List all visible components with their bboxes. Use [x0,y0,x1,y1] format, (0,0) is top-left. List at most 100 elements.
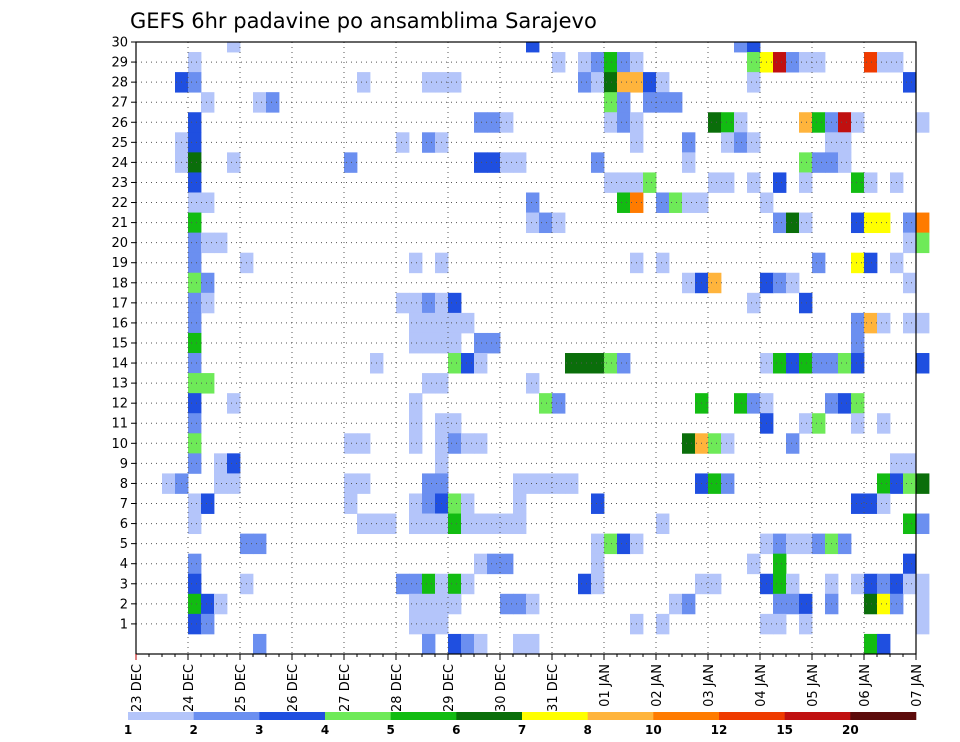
heatmap-cell [591,72,605,93]
legend-swatch [784,712,851,720]
heatmap-cell [188,613,202,635]
heatmap-cell [461,573,475,595]
heatmap-cell [227,42,241,53]
heatmap-cell [643,72,657,93]
heatmap-cell [708,473,722,494]
heatmap-cell [409,252,423,274]
heatmap-cell [786,212,800,234]
x-tick-label: 01 JAN [598,664,613,707]
heatmap-cell [357,513,371,535]
heatmap-cell [812,112,826,133]
legend-swatch [390,712,457,720]
heatmap-cell [747,72,761,93]
heatmap-cell [461,513,475,535]
heatmap-cell [448,513,462,535]
heatmap-cell [409,393,423,414]
heatmap-cell [877,493,891,514]
legend-swatch [325,712,391,720]
heatmap-cell [422,292,436,314]
heatmap-cell [721,132,735,153]
heatmap-cell [851,172,865,193]
heatmap-cell [591,553,605,575]
heatmap-cell [708,112,722,133]
legend-label: 15 [776,723,793,737]
heatmap-cell [864,52,878,73]
heatmap-cell [461,633,475,655]
y-tick-label: 25 [111,136,128,151]
heatmap-cell [773,52,787,73]
heatmap-cell [916,593,930,615]
legend-label: 10 [645,723,662,737]
heatmap-cell [682,132,696,153]
heatmap-cell [799,593,813,615]
heatmap-cell [864,493,878,514]
heatmap-cell [812,413,826,434]
heatmap-cell [877,212,891,234]
y-tick-label: 22 [111,196,128,211]
heatmap-cell [773,272,787,294]
heatmap-cell [799,212,813,234]
heatmap-cell [201,613,215,635]
heatmap-cell [344,152,358,173]
heatmap-cell [461,312,475,334]
y-tick-label: 20 [111,236,128,251]
y-tick-label: 21 [111,216,128,231]
heatmap-cell [591,353,605,374]
y-tick-label: 11 [111,417,128,432]
heatmap-cell [396,292,410,314]
heatmap-cell [786,52,800,73]
legend-swatch [850,712,917,720]
heatmap-cell [448,332,462,354]
heatmap-cell [201,373,215,394]
heatmap-cell [201,292,215,314]
heatmap-cell [617,52,631,73]
heatmap-cell [786,593,800,615]
heatmap-cell [214,473,228,494]
heatmap-cell [838,533,852,555]
heatmap-cell [513,493,527,514]
heatmap-cell [513,633,527,655]
heatmap-cell [578,52,592,73]
heatmap-cell [474,353,488,374]
heatmap-cell [916,212,930,234]
heatmap-cell [799,533,813,555]
heatmap-cell [552,52,566,73]
heatmap-cell [227,473,241,494]
heatmap-cell [773,613,787,635]
heatmap-cell [448,353,462,374]
heatmap-cell [864,172,878,193]
heatmap-cell [617,72,631,93]
plot-frame [135,41,917,655]
heatmap-cell [201,192,215,213]
legend-swatch [719,712,785,720]
heatmap-cell [188,312,202,334]
heatmap-cell [656,92,670,113]
y-tick-label: 6 [120,517,128,532]
heatmap-cell [591,52,605,73]
heatmap-cell [838,152,852,173]
heatmap-cell [422,573,436,595]
heatmap-cell [188,573,202,595]
heatmap-cell [656,513,670,535]
legend-label: 3 [255,723,263,737]
heatmap-cell [344,493,358,514]
heatmap-cell [591,533,605,555]
heatmap-cell [591,573,605,595]
heatmap-cell [188,332,202,354]
heatmap-cell [162,473,176,494]
heatmap-cell [773,533,787,555]
heatmap-cell [409,493,423,514]
heatmap-cell [188,112,202,133]
heatmap-cell [721,172,735,193]
heatmap-cell [877,312,891,334]
heatmap-cell [682,272,696,294]
heatmap-cell [487,112,501,133]
y-tick-label: 12 [111,397,128,412]
heatmap-cell [513,473,527,494]
x-tick-label: 27 DEC [338,664,353,712]
heatmap-cell [422,72,436,93]
heatmap-cell [747,172,761,193]
heatmap-cell [669,92,683,113]
legend-swatch [259,712,326,720]
